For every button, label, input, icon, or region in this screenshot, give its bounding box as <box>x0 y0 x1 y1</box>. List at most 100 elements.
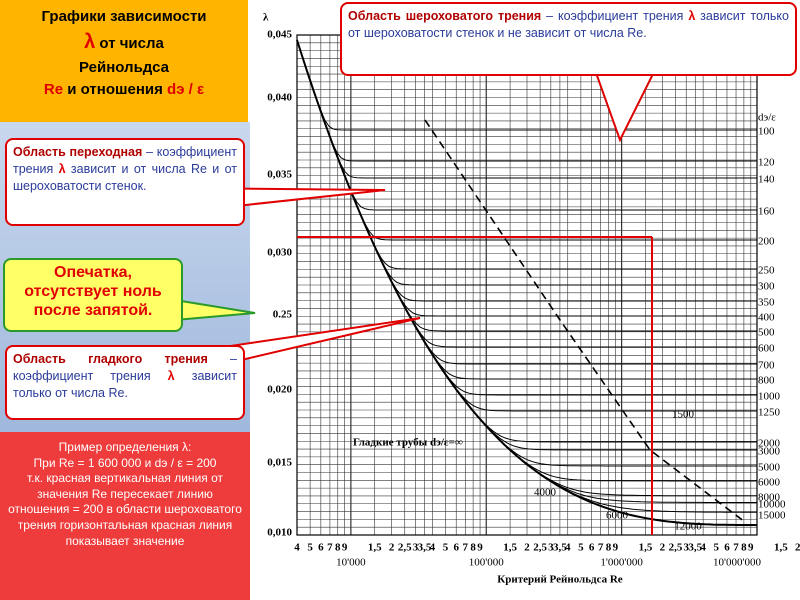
x-tick-label: 2,5 <box>669 542 683 554</box>
x-tick-label: 7 <box>598 542 604 554</box>
decade-label: 100'000 <box>469 557 504 569</box>
x-tick-label: 1,5 <box>774 542 788 554</box>
x-tick-label: 3 <box>548 542 554 554</box>
header-text: от числа <box>95 34 164 52</box>
y-tick-label: 0,035 <box>267 169 292 181</box>
x-tick-label: 9 <box>748 542 754 554</box>
ratio-label: 500 <box>758 327 775 339</box>
x-tick-label: 8 <box>470 542 476 554</box>
x-tick-label: 9 <box>477 542 483 554</box>
x-tick-label: 7 <box>463 542 469 554</box>
ratio-label: 600 <box>758 343 775 355</box>
ratio-label: 6000 <box>758 477 781 489</box>
x-tick-label: 2 <box>795 542 800 554</box>
x-tick-label: 1,5 <box>639 542 653 554</box>
ratio-label: 200 <box>758 236 775 248</box>
x-tick-label: 9 <box>342 542 348 554</box>
ratio-label: 100 <box>758 126 775 138</box>
x-tick-label: 6 <box>589 542 595 554</box>
curve <box>296 39 757 179</box>
y-tick-label: 0.25 <box>273 309 293 321</box>
x-tick-label: 3 <box>413 542 419 554</box>
x-tick-label: 3,5 <box>553 542 567 554</box>
y-tick-label: 0,015 <box>267 457 292 469</box>
ratio-label: 5000 <box>758 462 781 474</box>
ratio-label: 8000 <box>758 492 781 504</box>
curves <box>296 39 757 526</box>
callout: Область шероховатого трения – коэффициен… <box>340 2 797 76</box>
callout-text: зависит только от шероховатости стенок и… <box>348 9 789 40</box>
callout-title: Область переходная <box>13 145 143 159</box>
decade-label: 1'000'000 <box>600 557 643 569</box>
x-tick-label: 5 <box>578 542 584 554</box>
header: Графики зависимости λ от числа Рейнольдс… <box>0 0 248 122</box>
x-tick-label: 4 <box>430 542 436 554</box>
x-tick-label: 4 <box>565 542 571 554</box>
header-text: Графики зависимости <box>41 8 207 25</box>
x-tick-label: 6 <box>724 542 730 554</box>
curve-label: 4000 <box>534 487 557 499</box>
callout-text: зависит и от числа Re и от шероховатости… <box>13 161 237 193</box>
callout-text: – коэффициент трения <box>13 145 237 176</box>
ratio-label: 160 <box>758 206 775 218</box>
x-title: Критерий Рейнольдса Re <box>497 574 623 586</box>
curve <box>296 39 757 162</box>
callout-text: зависит только от числа Re. <box>13 368 237 400</box>
ratio-label: 800 <box>758 375 775 387</box>
ratio-label: 700 <box>758 360 775 372</box>
x-tick-label: 5 <box>443 542 449 554</box>
curve-label: 6000 <box>606 510 629 522</box>
ratio-label: 1250 <box>758 407 781 419</box>
x-tick-label: 3,5 <box>418 542 432 554</box>
ratio-label: 3000 <box>758 446 781 458</box>
ratio-label: 15000 <box>758 510 786 522</box>
callout-text: – коэффициент трения <box>541 9 689 23</box>
callout-title: Область гладкого трения <box>13 352 208 366</box>
curve <box>296 39 757 526</box>
y-tick-label: 0,020 <box>267 384 292 396</box>
x-tick-label: 2 <box>660 542 666 554</box>
x-tick-label: 7 <box>733 542 739 554</box>
header-text: Рейнольдса <box>79 58 169 76</box>
example-text: Пример определения λ: <box>58 440 192 454</box>
curve-label: 12000 <box>674 521 702 533</box>
ratio-label: 350 <box>758 297 775 309</box>
curve <box>296 39 757 211</box>
ratio-label: 2000 <box>758 438 781 450</box>
x-tick-label: 4 <box>294 542 300 554</box>
y-tick-label: 0,040 <box>267 92 292 104</box>
x-tick-label: 5 <box>713 542 719 554</box>
x-tick-label: 6 <box>453 542 459 554</box>
decade-label: 10'000 <box>336 557 366 569</box>
x-tick-label: 7 <box>327 542 333 554</box>
example-text: т.к. красная вертикальная линия от значе… <box>8 471 242 548</box>
x-tick-label: 2 <box>389 542 395 554</box>
curve <box>296 39 757 131</box>
callout-text: – коэффициент трения <box>13 352 237 383</box>
y-tick-label: 0,010 <box>267 527 292 539</box>
x-tick-label: 3,5 <box>688 542 702 554</box>
ratio-label: 1000 <box>758 391 781 403</box>
callout-text: λ <box>688 9 696 23</box>
decade-label: 10'000'000 <box>713 557 761 569</box>
callout: Область переходная – коэффициент трения … <box>5 138 245 226</box>
ratio-label: 250 <box>758 265 775 277</box>
callout-title: Область шероховатого трения <box>348 9 542 23</box>
y-symbol: λ <box>263 12 269 24</box>
ratio-label: 400 <box>758 312 775 324</box>
x-tick-label: 3 <box>683 542 689 554</box>
boundary-line <box>424 119 746 523</box>
ratio-label: 140 <box>758 174 775 186</box>
callout-text: λ <box>58 161 66 176</box>
typo-note: Опечатка, отсутствует ноль после запятой… <box>3 258 183 332</box>
x-tick-label: 2,5 <box>533 542 547 554</box>
header-text: dэ / ε <box>167 80 205 98</box>
ratio-label: 10000 <box>758 499 786 511</box>
curve-label: 1500 <box>672 409 695 421</box>
y-tick-label: 0,045 <box>267 29 292 41</box>
y-tick-label: 0,030 <box>267 247 292 259</box>
ratio-label: 120 <box>758 157 775 169</box>
x-tick-label: 5 <box>307 542 313 554</box>
callout-text: λ <box>167 368 175 383</box>
